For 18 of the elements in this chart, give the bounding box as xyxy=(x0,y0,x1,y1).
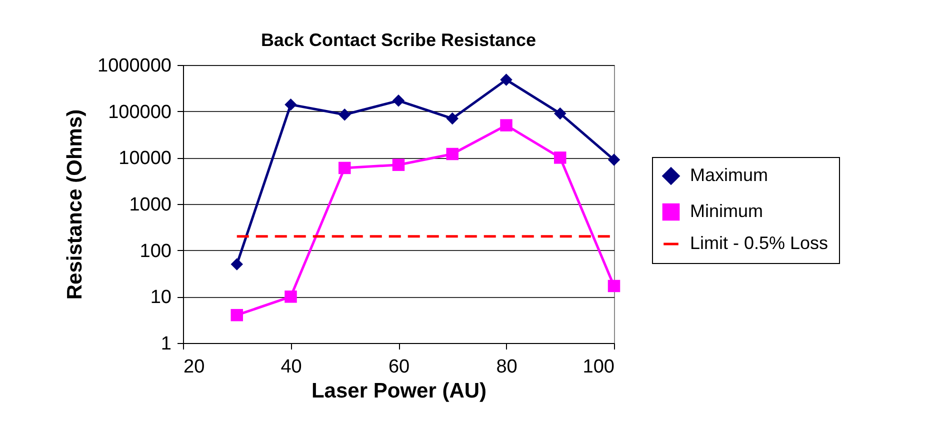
x-axis-title: Laser Power (AU) xyxy=(311,380,487,402)
legend-label: Maximum xyxy=(690,165,768,185)
y-tick-label: 1000 xyxy=(129,194,172,216)
y-tick-label: 100 xyxy=(140,240,172,262)
x-tick-label: 60 xyxy=(388,356,410,378)
legend-label: Limit - 0.5% Loss xyxy=(690,233,828,253)
x-tick-label: 40 xyxy=(280,356,302,378)
y-tick-label: 100000 xyxy=(108,102,172,123)
x-tick-label: 100 xyxy=(582,356,614,378)
x-tick-label: 80 xyxy=(496,356,518,378)
y-tick-label: 10000 xyxy=(118,148,172,170)
legend-label: Minimum xyxy=(690,201,764,221)
x-tick-label: 20 xyxy=(184,356,205,378)
chart-title: Back Contact Scribe Resistance xyxy=(260,30,536,50)
y-tick-label: 1000000 xyxy=(98,56,172,76)
y-tick-label: 1 xyxy=(160,334,172,354)
y-axis-title: Resistance (Ohms) xyxy=(64,109,87,300)
y-tick-label: 10 xyxy=(150,287,172,308)
